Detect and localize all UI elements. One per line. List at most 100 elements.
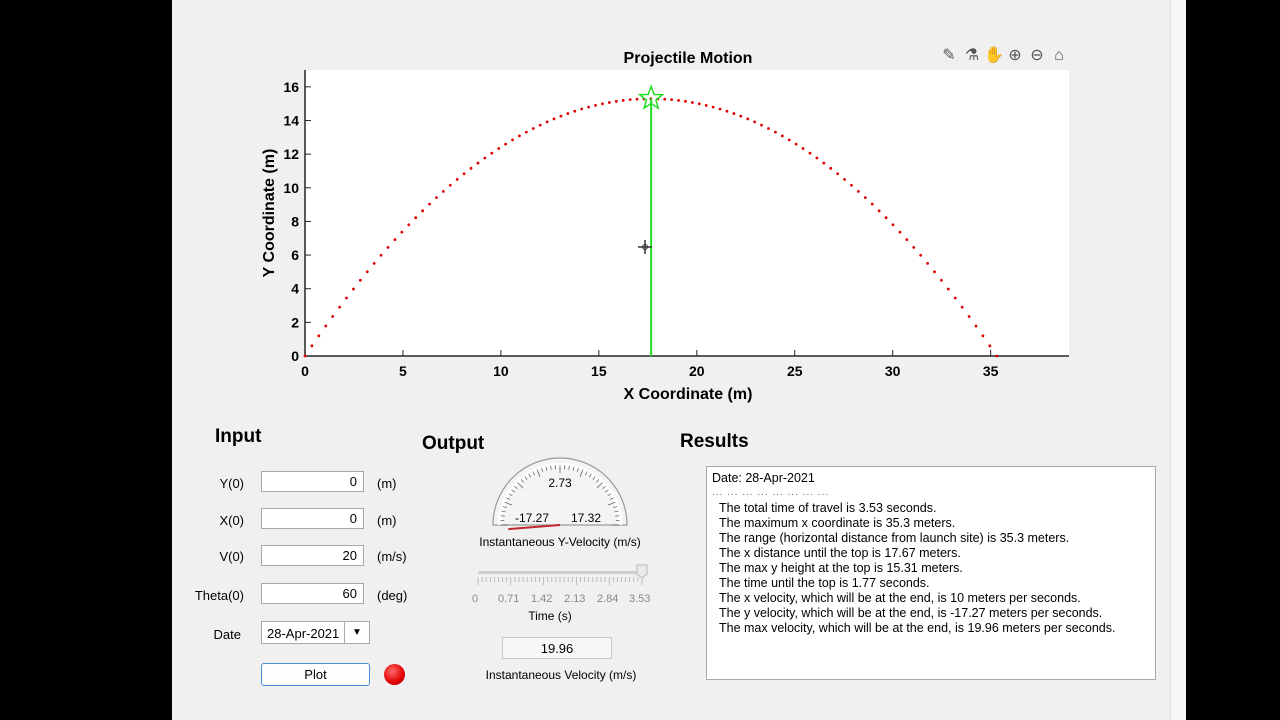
slider-ticks	[477, 577, 643, 585]
gauge-tick	[536, 469, 541, 478]
trajectory-point	[573, 109, 577, 113]
x-tick-label: 0	[301, 363, 309, 379]
gauge-tick	[514, 485, 518, 489]
trajectory-point	[746, 117, 750, 121]
gauge-mid-label: 2.73	[548, 476, 572, 490]
slider-tick-label: 0.71	[498, 593, 520, 605]
gauge-tick	[615, 515, 620, 517]
y0-input[interactable]	[261, 471, 364, 492]
trajectory-point	[739, 114, 743, 118]
theta0-input[interactable]	[261, 583, 364, 604]
slider-tick-label: 2.84	[597, 593, 619, 605]
x-tick-label: 30	[885, 363, 901, 379]
time-slider[interactable]	[470, 562, 655, 592]
trajectory-point	[338, 305, 341, 309]
trajectory-point	[580, 107, 584, 111]
trajectory-point	[358, 278, 362, 282]
velocity-label: Instantaneous Velocity (m/s)	[485, 668, 637, 682]
trajectory-point	[815, 156, 819, 160]
gauge-min-label: -17.27	[515, 511, 549, 525]
pan-icon[interactable]: ✋	[984, 47, 1004, 64]
chevron-down-icon[interactable]: ▼	[344, 622, 369, 643]
velocity-readout: 19.96	[502, 637, 612, 659]
trajectory-point	[483, 156, 487, 160]
v0-label: V(0)	[219, 549, 244, 564]
trajectory-point	[393, 238, 397, 242]
trajectory-point	[559, 114, 563, 118]
trajectory-point	[345, 296, 348, 300]
result-line: The x velocity, which will be at the end…	[719, 591, 1081, 605]
brush-icon[interactable]: ✎	[942, 47, 956, 64]
trajectory-point	[926, 261, 929, 265]
gauge-tick	[602, 485, 606, 489]
trajectory-point	[767, 127, 770, 130]
trajectory-point	[490, 151, 494, 155]
theta0-label: Theta(0)	[194, 588, 244, 603]
trajectory-point	[455, 178, 459, 181]
trajectory-point	[407, 223, 411, 227]
x-tick-label: 5	[399, 363, 407, 379]
trajectory-point	[303, 354, 307, 358]
trajectory-point	[331, 315, 335, 318]
v0-input[interactable]	[261, 545, 364, 566]
date-picker[interactable]: 28-Apr-2021 ▼	[261, 621, 370, 644]
gauge-max-label: 17.32	[571, 511, 601, 525]
projectile-plot[interactable]: Projectile Motion X Coordinate (m) Y Coo…	[0, 0, 1280, 420]
results-separator: ... ... ... ... ... ... ... ...	[712, 487, 830, 498]
x-axis-label: X Coordinate (m)	[624, 386, 753, 403]
trajectory-point	[518, 134, 521, 138]
gauge-tick	[508, 493, 513, 497]
trajectory-point	[995, 354, 999, 358]
plot-title: Projectile Motion	[624, 50, 753, 67]
window-scroll-edge[interactable]	[1170, 0, 1186, 720]
y-tick-label: 10	[283, 180, 299, 196]
gauge-tick	[511, 489, 515, 493]
trajectory-point	[697, 102, 701, 106]
trajectory-point	[538, 123, 542, 127]
trajectory-point	[704, 103, 708, 107]
trajectory-point	[476, 161, 480, 165]
x0-input[interactable]	[261, 508, 364, 529]
gauge-tick	[596, 479, 600, 483]
gauge-tick	[592, 476, 596, 480]
home-icon[interactable]: ⌂	[1054, 47, 1064, 64]
trajectory-point	[635, 97, 639, 101]
trajectory-point	[863, 196, 867, 200]
result-line: The range (horizontal distance from laun…	[719, 531, 1070, 545]
trajectory-point	[877, 209, 881, 213]
gauge-tick	[504, 501, 513, 506]
gauge-tick	[607, 501, 616, 506]
trajectory-point	[421, 209, 424, 213]
zoom-out-icon[interactable]: ⊖	[1030, 47, 1044, 64]
trajectory-point	[843, 178, 846, 181]
results-textarea[interactable]: Date: 28-Apr-2021 ... ... ... ... ... ..…	[706, 466, 1156, 680]
input-title: Input	[215, 426, 262, 447]
y-tick-label: 14	[283, 112, 299, 128]
gauge-tick	[524, 476, 528, 480]
gauge-label: Instantaneous Y-Velocity (m/s)	[479, 535, 641, 549]
trajectory-point	[684, 99, 687, 103]
trajectory-point	[677, 99, 680, 102]
trajectory-point	[448, 183, 452, 187]
gauge-tick	[614, 510, 619, 513]
trajectory-point	[711, 105, 715, 109]
result-line: The total time of travel is 3.53 seconds…	[719, 501, 937, 515]
trajectory-point	[435, 196, 438, 200]
gauge-tick	[568, 465, 570, 470]
data-tips-icon[interactable]: ⚗	[964, 47, 980, 64]
y-tick-label: 6	[291, 247, 299, 263]
trajectory-point	[870, 202, 874, 206]
trajectory-point	[891, 223, 895, 227]
plot-button[interactable]: Plot	[261, 663, 370, 686]
zoom-in-icon[interactable]: ⊕	[1008, 47, 1022, 64]
trajectory-point	[441, 189, 445, 193]
y-tick-label: 16	[283, 79, 299, 95]
gauge-tick	[501, 510, 506, 513]
trajectory-point	[365, 270, 369, 274]
x0-unit: (m)	[377, 513, 397, 528]
gauge-tick	[588, 473, 592, 478]
y-tick-label: 0	[291, 348, 299, 364]
trajectory-point	[718, 107, 722, 111]
slider-track	[478, 571, 642, 574]
trajectory-point	[400, 230, 404, 234]
